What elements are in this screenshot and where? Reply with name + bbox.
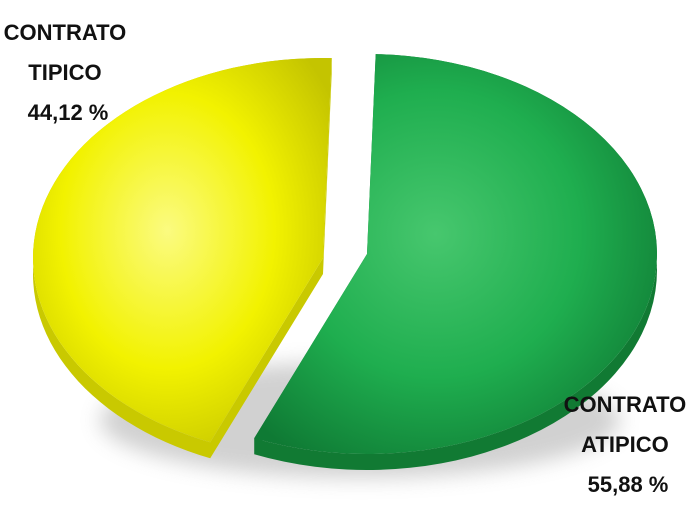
label-tipico-line-2: TIPICO <box>28 60 101 85</box>
label-atipico-line-1: CONTRATO <box>564 392 687 417</box>
label-tipico-line-3: 44,12 % <box>28 100 109 125</box>
label-atipico-line-2: ATIPICO <box>581 432 669 457</box>
label-contrato-atipico: CONTRATO ATIPICO 55,88 % <box>564 392 689 497</box>
slice-contrato-tipico-top <box>32 58 332 443</box>
slice-contrato-atipico-top <box>254 54 657 454</box>
slice-contrato-tipico <box>32 58 332 459</box>
slice-contrato-atipico <box>254 54 658 471</box>
label-atipico-line-3: 55,88 % <box>588 472 669 497</box>
label-contrato-tipico: CONTRATO TIPICO 44,12 % <box>4 20 133 125</box>
label-tipico-line-1: CONTRATO <box>4 20 127 45</box>
